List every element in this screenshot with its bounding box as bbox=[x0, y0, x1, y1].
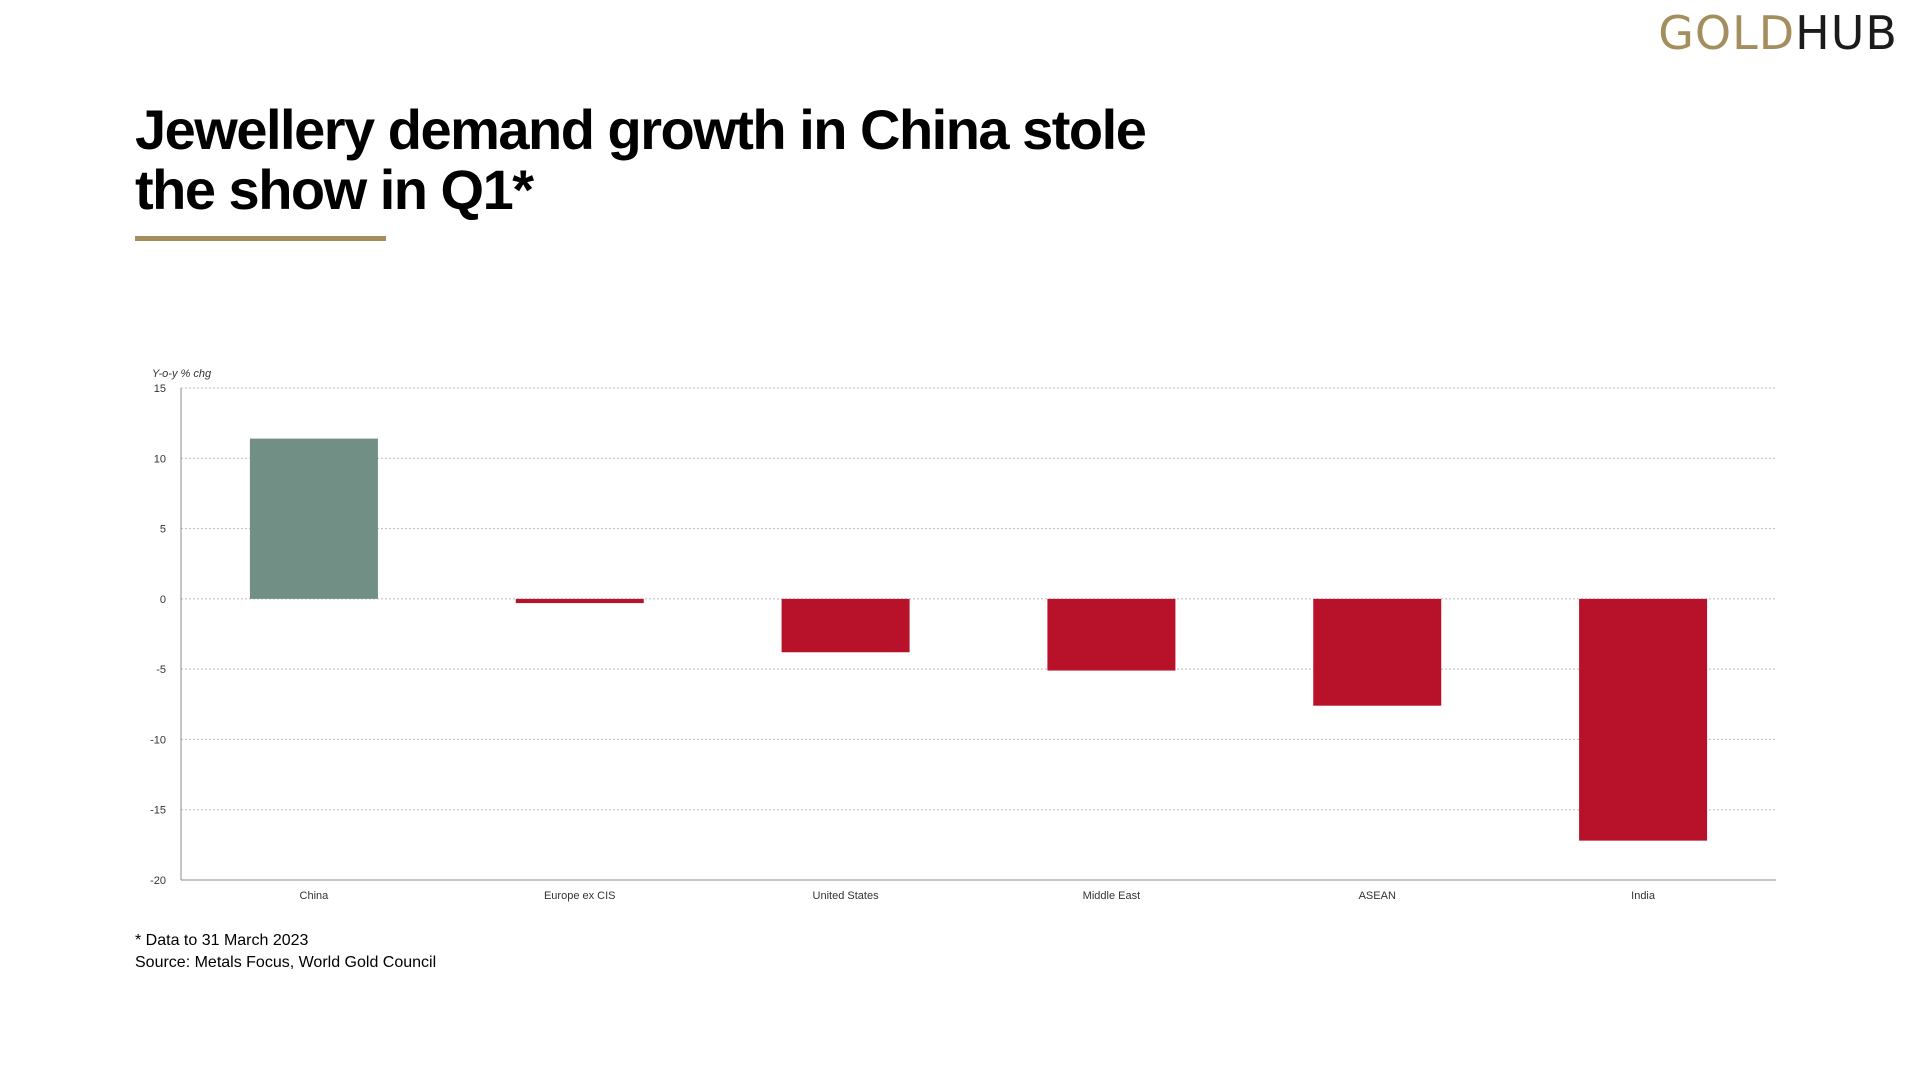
x-tick-label: China bbox=[300, 890, 330, 902]
axis-labels: 15 10 5 0 -5 -10 -15 -20 Y-o-y % chg China Europe … bbox=[150, 368, 1656, 902]
y-tick-label: -10 bbox=[150, 734, 166, 746]
x-tick-label: Europe ex CIS bbox=[544, 890, 616, 902]
logo-hub-text: HUB bbox=[1795, 6, 1898, 60]
y-tick-label: 5 bbox=[160, 524, 166, 536]
bar bbox=[249, 438, 378, 599]
bar bbox=[1579, 598, 1708, 841]
bar bbox=[1047, 598, 1176, 671]
bars bbox=[249, 438, 1708, 841]
chart-footnotes: * Data to 31 March 2023 Source: Metals F… bbox=[135, 930, 436, 974]
y-tick-label: 15 bbox=[154, 383, 166, 395]
title-line-2: the show in Q1* bbox=[135, 158, 534, 221]
bar bbox=[781, 598, 910, 653]
x-tick-label: Middle East bbox=[1083, 890, 1140, 902]
x-tick-label: India bbox=[1631, 890, 1656, 902]
gridlines bbox=[181, 387, 1776, 811]
y-tick-label: 10 bbox=[154, 453, 166, 465]
title-line-1: Jewellery demand growth in China stole bbox=[135, 98, 1147, 161]
chart-title: Jewellery demand growth in China stole t… bbox=[135, 100, 1235, 220]
y-tick-label: -20 bbox=[150, 875, 166, 887]
axes bbox=[180, 388, 1776, 881]
title-accent-rule bbox=[135, 236, 386, 241]
y-axis-label: Y-o-y % chg bbox=[152, 368, 212, 380]
y-tick-label: 0 bbox=[160, 594, 166, 606]
y-tick-label: -5 bbox=[156, 664, 166, 676]
y-tick-label: -15 bbox=[150, 805, 166, 817]
source-note: Source: Metals Focus, World Gold Council bbox=[135, 954, 437, 971]
data-date-note: * Data to 31 March 2023 bbox=[135, 932, 309, 949]
x-tick-label: ASEAN bbox=[1359, 890, 1396, 902]
bar bbox=[515, 598, 644, 604]
bar bbox=[1313, 598, 1442, 706]
logo-gold-text: GOLD bbox=[1658, 6, 1796, 60]
goldhub-logo: GOLDHUB bbox=[1658, 10, 1898, 56]
x-tick-label: United States bbox=[813, 890, 880, 902]
